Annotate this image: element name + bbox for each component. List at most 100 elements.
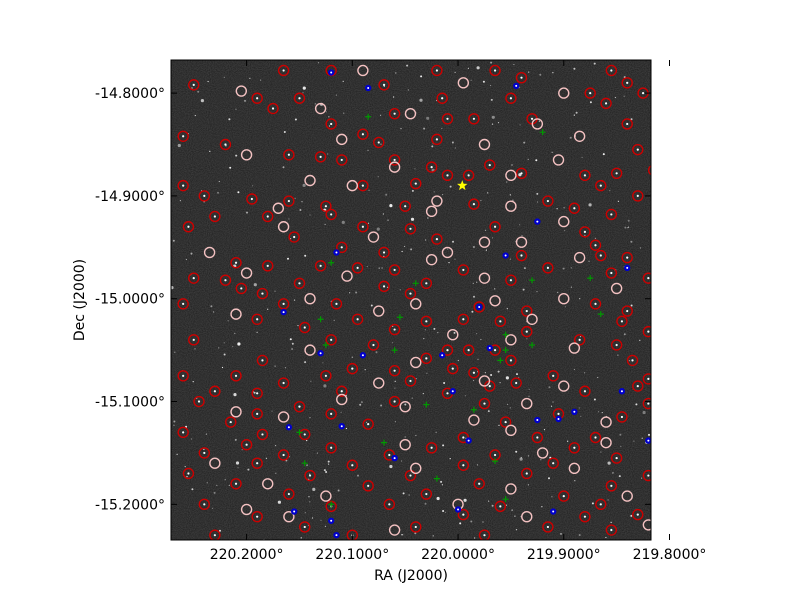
source-star <box>552 462 555 465</box>
source-marker <box>219 274 232 286</box>
field-star <box>404 403 407 406</box>
field-star <box>570 267 572 269</box>
field-star <box>449 458 451 460</box>
field-star <box>206 482 208 484</box>
source-marker <box>388 154 401 166</box>
field-star <box>538 120 541 122</box>
field-star <box>588 203 592 207</box>
field-star <box>309 501 311 503</box>
field-star <box>213 491 216 494</box>
field-star <box>389 464 393 469</box>
catalog-marker <box>642 519 651 531</box>
source-star <box>250 197 253 201</box>
field-star <box>519 124 521 126</box>
catalog-marker <box>441 246 454 259</box>
field-star <box>539 73 542 76</box>
source-star <box>467 174 470 177</box>
source-star <box>340 246 343 249</box>
field-star <box>411 397 413 399</box>
blue-marker-core <box>335 251 338 254</box>
source-marker <box>251 457 263 469</box>
source-star <box>509 279 513 282</box>
source-star <box>435 237 439 241</box>
source-marker <box>521 305 533 317</box>
source-marker <box>431 233 443 245</box>
blue-marker-core <box>552 510 555 513</box>
field-star <box>597 376 599 379</box>
field-star <box>491 123 494 125</box>
field-star <box>490 374 493 376</box>
field-star <box>520 457 522 459</box>
field-star <box>557 291 559 293</box>
catalog-marker <box>230 406 242 418</box>
source-star <box>583 230 587 233</box>
source-marker <box>632 380 644 392</box>
field-star <box>441 127 443 130</box>
green-cross-marker <box>502 496 509 503</box>
source-star <box>256 515 259 518</box>
source-marker <box>542 195 554 207</box>
field-star <box>392 342 394 344</box>
source-star <box>509 97 513 100</box>
source-star <box>414 525 417 529</box>
field-star <box>623 333 626 336</box>
source-star <box>626 309 629 313</box>
source-star <box>271 107 275 110</box>
source-star <box>234 374 238 377</box>
source-marker <box>256 354 269 367</box>
source-star <box>668 323 670 325</box>
source-star <box>658 421 660 423</box>
field-star <box>442 194 444 196</box>
source-star <box>298 282 301 285</box>
source-marker <box>457 313 470 325</box>
source-star <box>361 184 364 187</box>
green-cross-marker <box>497 357 504 364</box>
sky-noise <box>171 60 651 540</box>
source-star <box>509 359 513 362</box>
source-marker <box>277 377 290 389</box>
field-star <box>521 235 523 237</box>
source-marker <box>388 107 401 120</box>
catalog-marker <box>568 462 581 475</box>
field-star <box>213 311 215 313</box>
source-marker <box>542 262 554 274</box>
source-marker <box>293 277 306 289</box>
source-star <box>404 205 407 208</box>
source-star <box>620 415 624 419</box>
field-star <box>464 395 466 397</box>
catalog-marker <box>505 483 517 495</box>
catalog-marker <box>240 503 253 516</box>
source-marker <box>256 287 269 300</box>
catalog-marker <box>304 293 316 305</box>
catalog-marker <box>277 221 290 233</box>
source-star <box>182 135 185 138</box>
field-star <box>406 64 409 67</box>
blue-marker-core <box>647 439 650 442</box>
source-marker <box>378 280 390 293</box>
field-star <box>433 191 435 193</box>
field-star <box>476 281 478 283</box>
source-marker <box>621 251 633 264</box>
field-star <box>205 433 207 435</box>
source-star <box>192 338 195 341</box>
source-star <box>213 215 216 218</box>
field-star <box>639 247 642 249</box>
field-star <box>579 336 582 338</box>
source-star <box>626 256 629 259</box>
source-marker <box>441 169 454 182</box>
field-star <box>395 72 397 74</box>
source-star <box>393 158 396 162</box>
plot-area <box>171 61 670 540</box>
catalog-marker <box>314 102 327 115</box>
field-star <box>172 239 175 242</box>
field-star <box>518 376 520 378</box>
catalog-marker <box>373 377 385 389</box>
source-marker <box>325 118 337 130</box>
field-star <box>229 166 232 169</box>
source-marker <box>441 113 454 125</box>
y-tick-label: -15.2000° <box>95 497 165 513</box>
y-tick-label: -15.1000° <box>95 395 165 411</box>
field-star <box>359 403 362 406</box>
source-star <box>229 420 232 424</box>
catalog-marker <box>558 293 570 305</box>
